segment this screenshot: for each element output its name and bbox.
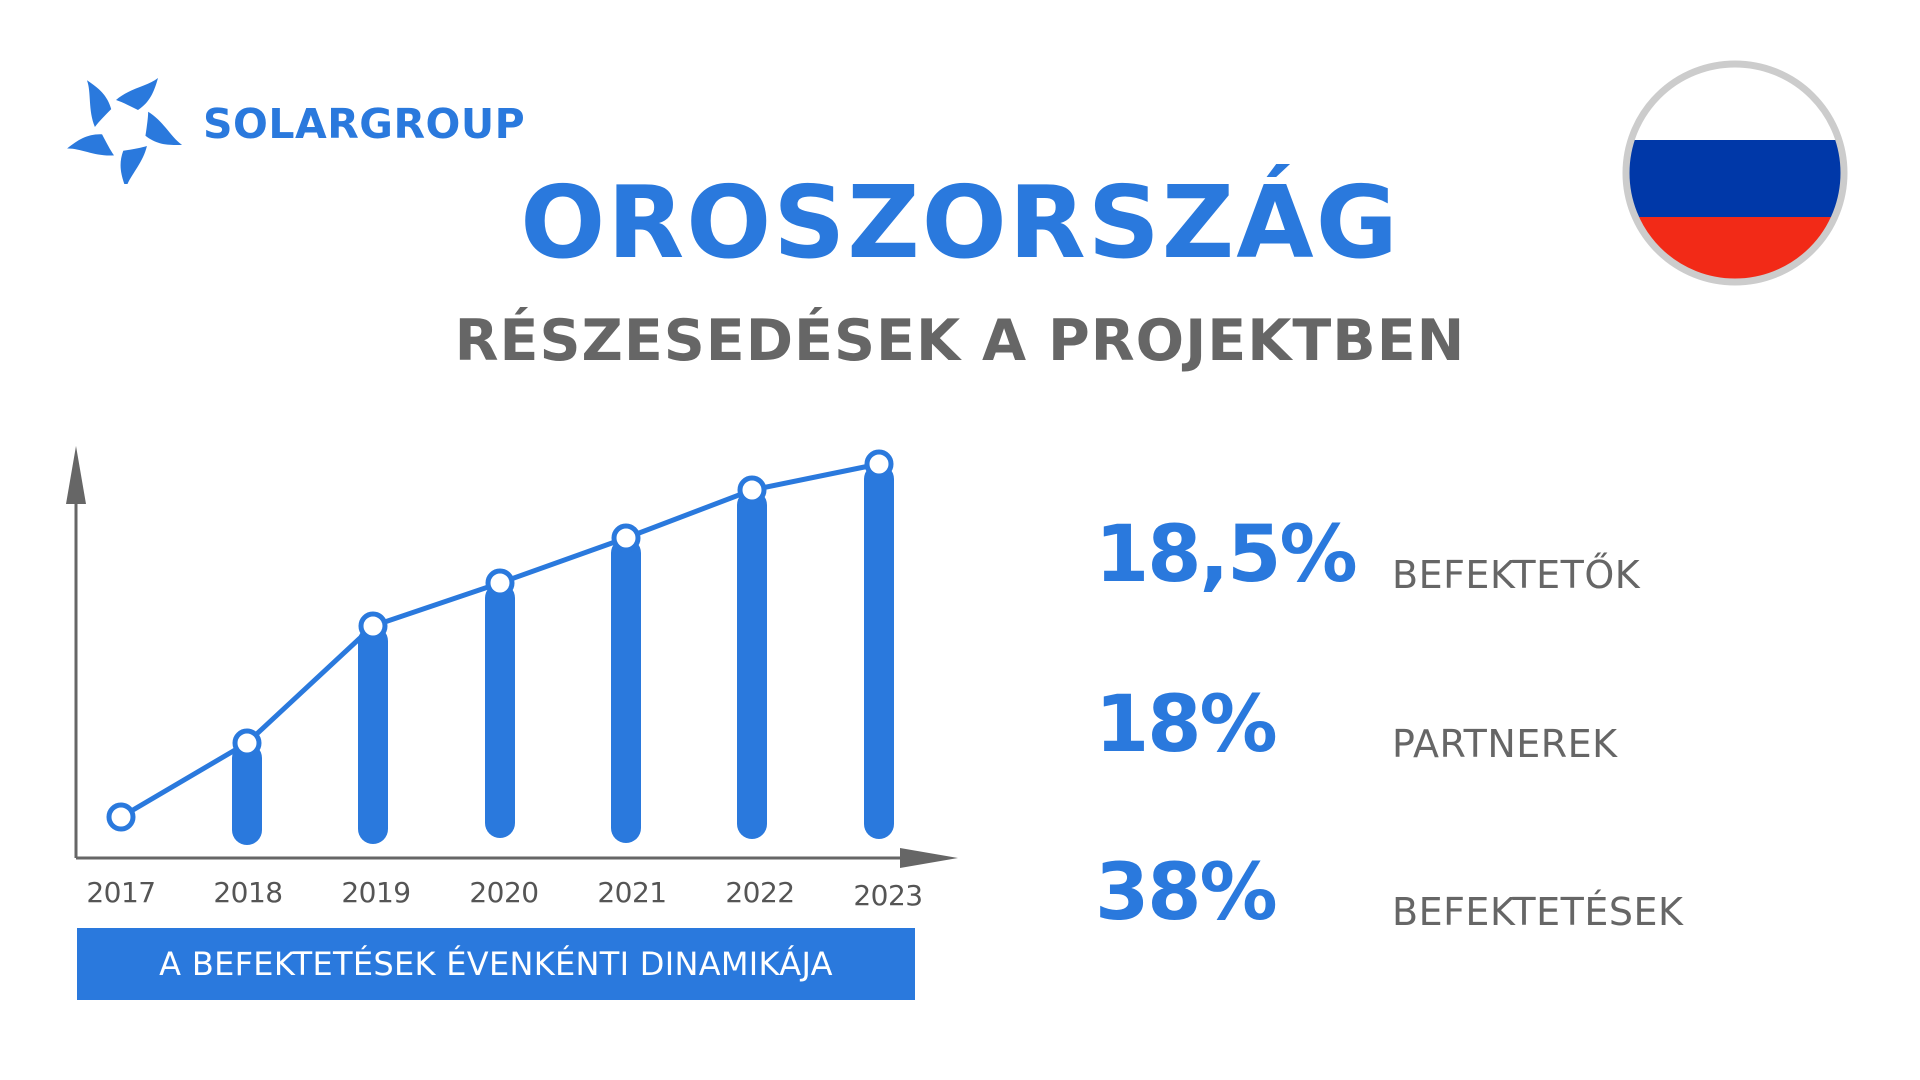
solargroup-logo-icon [64, 72, 184, 189]
stat-value-investments: 38% [1095, 848, 1278, 938]
stat-label-investors: BEFEKTETŐK [1392, 553, 1641, 597]
marker-2017 [106, 802, 136, 832]
x-label: 2023 [853, 879, 923, 912]
x-label: 2019 [341, 876, 411, 909]
marker-2022 [737, 475, 767, 505]
russia-flag-icon [1622, 60, 1848, 286]
marker-2021 [611, 523, 641, 553]
page-subtitle: RÉSZESEDÉSEK A PROJEKTBEN [454, 308, 1466, 374]
stat-label-partners: PARTNEREK [1392, 722, 1618, 766]
stat-value-investors: 18,5% [1095, 510, 1358, 600]
marker-2019 [358, 611, 388, 641]
y-axis-arrow-icon [66, 446, 86, 504]
marker-2023 [864, 449, 894, 479]
x-label: 2020 [469, 876, 539, 909]
chart-axes [66, 446, 958, 868]
chart-bars [232, 464, 894, 845]
x-label: 2022 [725, 876, 795, 909]
bar-2020 [485, 583, 515, 838]
x-axis-labels: 2017 2018 2019 2020 2021 2022 2023 [0, 876, 1000, 912]
chart-markers [106, 449, 894, 832]
stat-value-partners: 18% [1095, 680, 1278, 770]
bar-2018 [232, 743, 262, 845]
stat-label-investments: BEFEKTETÉSEK [1392, 890, 1684, 934]
marker-2020 [485, 568, 515, 598]
x-label: 2018 [213, 876, 283, 909]
brand-name: SOLARGROUP [203, 100, 526, 148]
bar-2022 [737, 490, 767, 839]
x-label: 2021 [597, 876, 667, 909]
marker-2018 [232, 728, 262, 758]
x-label: 2017 [86, 876, 156, 909]
chart-caption: A BEFEKTETÉSEK ÉVENKÉNTI DINAMIKÁJA [77, 928, 915, 1000]
bar-2019 [358, 626, 388, 844]
bar-2021 [611, 538, 641, 843]
x-axis-arrow-icon [900, 848, 958, 868]
page-title: OROSZORSZÁG [520, 164, 1400, 281]
bar-2023 [864, 464, 894, 839]
trend-line [119, 461, 880, 820]
